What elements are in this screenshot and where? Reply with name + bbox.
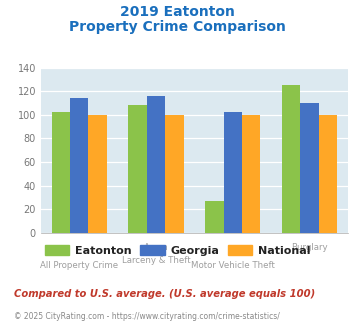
Text: Larceny & Theft: Larceny & Theft xyxy=(122,256,190,265)
Text: Burglary: Burglary xyxy=(291,243,328,251)
Bar xyxy=(147,96,165,233)
Text: Arson: Arson xyxy=(144,243,168,251)
Legend: Eatonton, Georgia, National: Eatonton, Georgia, National xyxy=(40,240,315,260)
Bar xyxy=(165,115,184,233)
Bar xyxy=(242,115,260,233)
Bar xyxy=(282,85,300,233)
Text: Compared to U.S. average. (U.S. average equals 100): Compared to U.S. average. (U.S. average … xyxy=(14,289,316,299)
Text: 2019 Eatonton: 2019 Eatonton xyxy=(120,5,235,19)
Text: Property Crime Comparison: Property Crime Comparison xyxy=(69,20,286,34)
Bar xyxy=(224,113,242,233)
Text: © 2025 CityRating.com - https://www.cityrating.com/crime-statistics/: © 2025 CityRating.com - https://www.city… xyxy=(14,312,280,321)
Text: Motor Vehicle Theft: Motor Vehicle Theft xyxy=(191,261,275,270)
Bar xyxy=(51,113,70,233)
Bar xyxy=(88,115,107,233)
Bar xyxy=(129,105,147,233)
Bar xyxy=(205,201,224,233)
Bar xyxy=(300,103,319,233)
Text: All Property Crime: All Property Crime xyxy=(40,261,118,270)
Bar xyxy=(70,98,88,233)
Bar xyxy=(319,115,337,233)
